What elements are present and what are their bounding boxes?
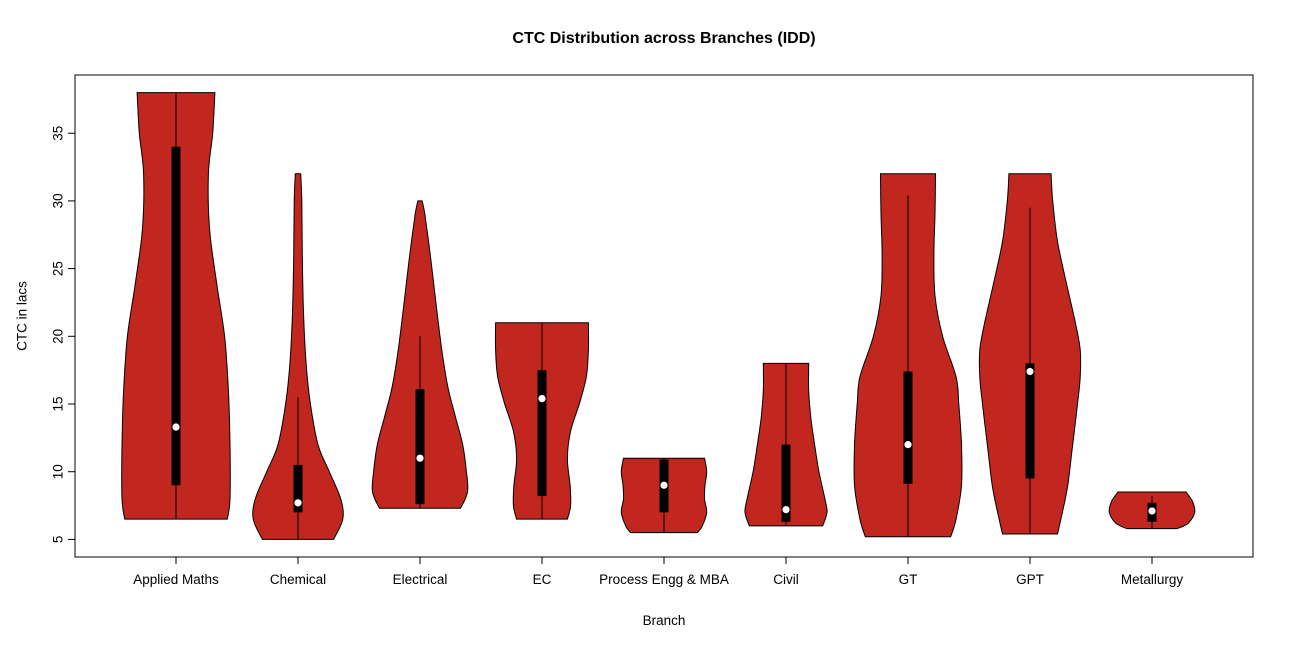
y-tick-label: 10: [51, 464, 66, 479]
violin-chemical: [252, 173, 344, 540]
iqr-box: [1025, 363, 1035, 479]
x-category-label: Process Engg & MBA: [599, 572, 729, 587]
median-dot: [294, 499, 302, 507]
violin-applied-maths: [121, 92, 231, 520]
x-axis-title: Branch: [642, 613, 686, 628]
median-dot: [172, 423, 180, 431]
median-dot: [660, 481, 668, 489]
x-category-label: Applied Maths: [133, 572, 219, 587]
y-tick-label: 15: [51, 396, 66, 411]
iqr-box: [781, 444, 791, 522]
x-category-label: Electrical: [393, 572, 448, 587]
y-tick-label: 5: [51, 536, 66, 544]
x-category-label: Metallurgy: [1121, 572, 1184, 587]
median-dot: [416, 454, 424, 462]
y-tick-label: 25: [51, 261, 66, 276]
iqr-box: [171, 146, 181, 486]
iqr-box: [293, 464, 303, 513]
violin-process-engg-mba: [620, 457, 708, 534]
y-tick-label: 35: [51, 126, 66, 141]
y-tick-label: 20: [51, 329, 66, 344]
iqr-box: [415, 389, 425, 505]
x-category-label: EC: [533, 572, 552, 587]
violin-shape: [252, 173, 344, 540]
iqr-box: [903, 371, 913, 484]
median-dot: [904, 441, 912, 449]
x-category-label: Civil: [773, 572, 799, 587]
x-category-label: Chemical: [270, 572, 326, 587]
median-dot: [1148, 507, 1156, 515]
chart-title: CTC Distribution across Branches (IDD): [512, 30, 816, 47]
violin-electrical: [371, 200, 469, 509]
violin-ec: [494, 322, 590, 520]
median-dot: [1026, 367, 1034, 376]
y-tick-label: 30: [51, 193, 66, 208]
x-category-label: GPT: [1016, 572, 1044, 587]
violin-gpt: [978, 173, 1082, 535]
x-category-label: GT: [899, 572, 918, 587]
violin-civil: [744, 362, 828, 527]
violin-gt: [853, 173, 963, 538]
median-dot: [782, 506, 790, 514]
violin-metallurgy: [1108, 491, 1196, 530]
iqr-box: [537, 370, 547, 497]
median-dot: [538, 394, 546, 403]
